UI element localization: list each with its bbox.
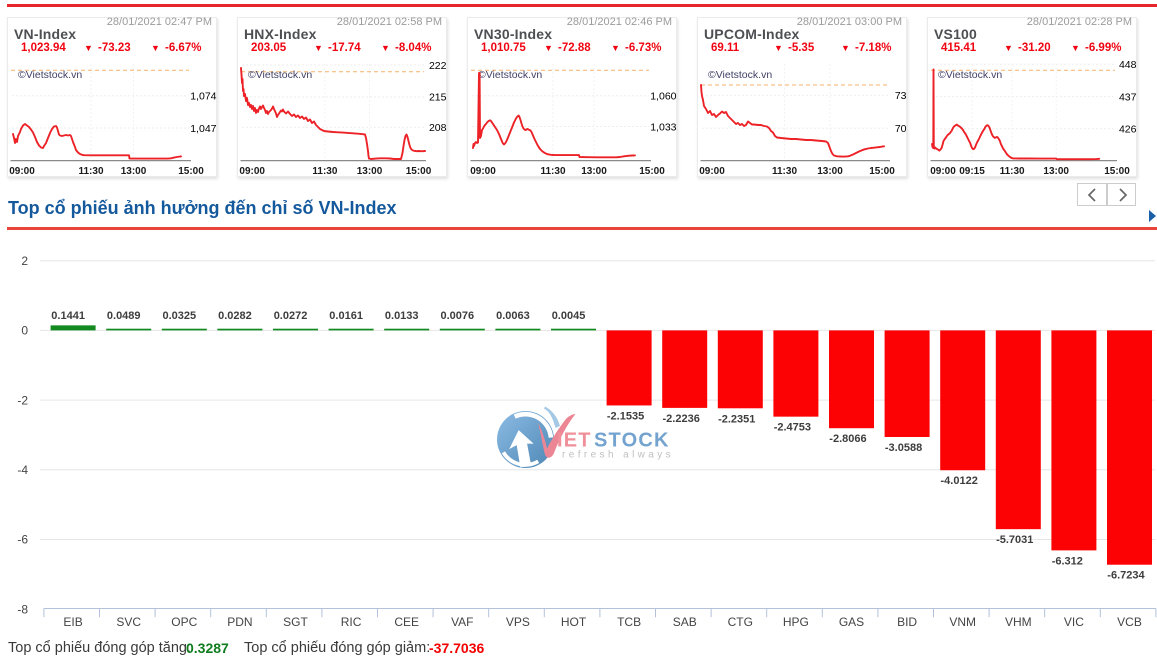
svg-text:OPC: OPC [171, 615, 197, 629]
svg-text:STOCK: STOCK [594, 430, 670, 452]
svg-text:-2.8066: -2.8066 [829, 433, 866, 445]
svg-text:15:00: 15:00 [178, 166, 204, 177]
svg-text:11:30: 11:30 [540, 166, 565, 177]
svg-text:VAF: VAF [451, 615, 473, 629]
svg-text:448: 448 [1119, 59, 1137, 71]
svg-text:HOT: HOT [561, 615, 587, 629]
svg-text:0.0076: 0.0076 [441, 310, 475, 322]
svg-text:HPG: HPG [783, 615, 809, 629]
svg-text:1,060: 1,060 [650, 91, 676, 103]
svg-text:-3.0588: -3.0588 [885, 442, 922, 454]
svg-text:TCB: TCB [617, 615, 641, 629]
svg-text:1,074: 1,074 [190, 91, 216, 103]
svg-text:0.0045: 0.0045 [552, 310, 586, 322]
svg-text:1,033: 1,033 [650, 121, 676, 133]
svg-text:refresh always: refresh always [562, 450, 674, 461]
svg-text:13:00: 13:00 [581, 166, 607, 177]
svg-text:09:00: 09:00 [930, 166, 956, 177]
svg-text:0.0133: 0.0133 [385, 310, 419, 322]
svg-text:-6.312: -6.312 [1052, 555, 1083, 567]
svg-text:215: 215 [429, 92, 447, 104]
svg-text:©Vietstock.vn: ©Vietstock.vn [18, 69, 82, 81]
svg-text:1,047: 1,047 [190, 123, 216, 135]
svg-text:15:00: 15:00 [406, 166, 432, 177]
svg-text:-5.7031: -5.7031 [996, 534, 1033, 546]
svg-text:09:00: 09:00 [9, 166, 35, 177]
svg-text:09:00: 09:00 [239, 166, 265, 177]
svg-text:0.1441: 0.1441 [51, 310, 85, 322]
svg-text:208: 208 [429, 122, 447, 134]
svg-text:11:30: 11:30 [312, 166, 337, 177]
svg-text:0: 0 [21, 324, 28, 338]
svg-text:VHM: VHM [1005, 615, 1032, 629]
svg-text:426: 426 [1119, 124, 1137, 136]
svg-text:11:30: 11:30 [772, 166, 797, 177]
svg-text:CEE: CEE [394, 615, 419, 629]
svg-text:-2.2236: -2.2236 [663, 413, 700, 425]
svg-text:-2.4753: -2.4753 [774, 422, 811, 434]
svg-text:09:00: 09:00 [699, 166, 725, 177]
svg-text:EIB: EIB [63, 615, 82, 629]
svg-text:15:00: 15:00 [1104, 166, 1130, 177]
svg-text:09:15: 09:15 [959, 166, 985, 177]
svg-text:13:00: 13:00 [1043, 166, 1069, 177]
svg-text:GAS: GAS [839, 615, 864, 629]
svg-text:13:00: 13:00 [357, 166, 383, 177]
svg-text:BID: BID [897, 615, 917, 629]
svg-text:0.0325: 0.0325 [163, 310, 197, 322]
svg-text:11:30: 11:30 [1000, 166, 1025, 177]
svg-text:©Vietstock.vn: ©Vietstock.vn [248, 69, 312, 81]
svg-text:-8: -8 [17, 602, 28, 616]
svg-text:©Vietstock.vn: ©Vietstock.vn [938, 69, 1002, 81]
svg-text:VNM: VNM [949, 615, 976, 629]
svg-text:0.0063: 0.0063 [496, 310, 530, 322]
svg-text:SGT: SGT [283, 615, 308, 629]
svg-text:0.0282: 0.0282 [218, 310, 252, 322]
svg-text:VPS: VPS [506, 615, 530, 629]
svg-text:437: 437 [1119, 91, 1137, 103]
svg-text:-6: -6 [17, 533, 28, 547]
svg-text:VCB: VCB [1117, 615, 1142, 629]
svg-text:SVC: SVC [116, 615, 141, 629]
svg-text:©Vietstock.vn: ©Vietstock.vn [478, 69, 542, 81]
svg-text:-6.7234: -6.7234 [1107, 570, 1145, 582]
svg-text:0.0489: 0.0489 [107, 310, 141, 322]
svg-text:©Vietstock.vn: ©Vietstock.vn [708, 69, 772, 81]
svg-text:SAB: SAB [673, 615, 697, 629]
svg-text:15:00: 15:00 [639, 166, 665, 177]
svg-text:-4.0122: -4.0122 [941, 475, 978, 487]
svg-text:70: 70 [895, 123, 907, 135]
svg-text:RIC: RIC [341, 615, 362, 629]
svg-text:-2.2351: -2.2351 [718, 413, 755, 425]
svg-text:-2.1535: -2.1535 [607, 410, 644, 422]
svg-text:09:00: 09:00 [470, 166, 496, 177]
svg-text:PDN: PDN [227, 615, 252, 629]
svg-text:15:00: 15:00 [869, 166, 895, 177]
svg-text:VIC: VIC [1064, 615, 1084, 629]
svg-text:13:00: 13:00 [121, 166, 147, 177]
svg-text:2: 2 [21, 254, 28, 268]
svg-text:0.0161: 0.0161 [329, 310, 363, 322]
svg-text:-4: -4 [17, 463, 28, 477]
svg-text:11:30: 11:30 [78, 166, 103, 177]
svg-text:73: 73 [895, 90, 907, 102]
svg-text:-2: -2 [17, 393, 28, 407]
svg-text:222: 222 [429, 60, 447, 72]
svg-text:CTG: CTG [728, 615, 753, 629]
svg-text:13:00: 13:00 [817, 166, 843, 177]
svg-text:IET: IET [557, 430, 592, 452]
svg-text:0.0272: 0.0272 [274, 310, 308, 322]
